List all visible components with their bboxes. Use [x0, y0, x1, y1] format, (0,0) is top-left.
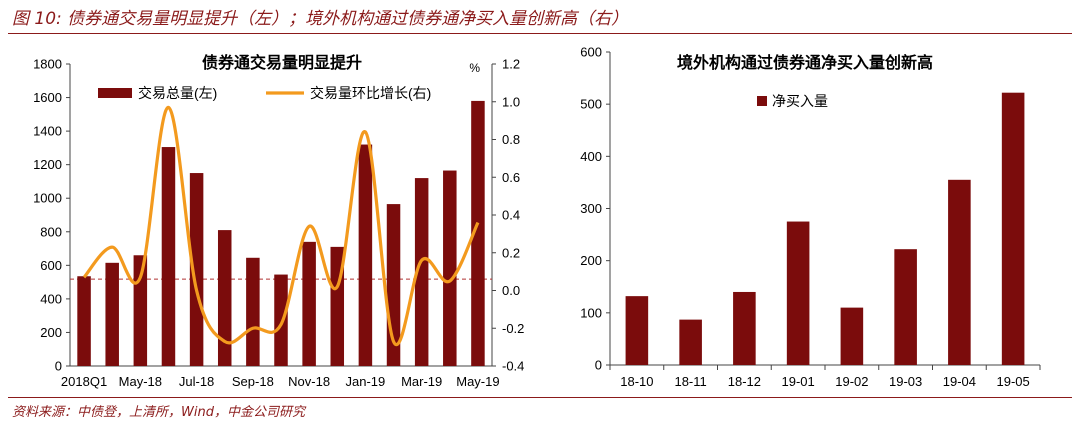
left-y-tick-label: 1800: [33, 57, 62, 72]
left-y-tick-label: 1600: [33, 90, 62, 105]
right-chart-y-tick-label: 0: [595, 358, 602, 373]
right-chart-y-tick-label: 200: [580, 253, 602, 268]
bar-trade-volume: [274, 274, 288, 366]
right-chart-x-tick-label: 19-04: [943, 374, 976, 389]
right-chart-y-tick-label: 100: [580, 305, 602, 320]
right-legend-swatch: [757, 96, 767, 106]
right-y-tick-label: 1.0: [502, 94, 520, 109]
right-chart-y-tick-label: 600: [580, 45, 602, 60]
bar-net-purchase: [625, 296, 649, 365]
bar-net-purchase: [948, 179, 971, 365]
bar-net-purchase: [894, 249, 917, 365]
x-tick-label: Mar-19: [401, 374, 442, 389]
bar-trade-volume: [189, 173, 204, 366]
left-y-tick-label: 1400: [33, 124, 62, 139]
bar-trade-volume: [217, 230, 232, 366]
right-chart-x-tick-label: 19-03: [889, 374, 922, 389]
bar-net-purchase: [679, 319, 702, 365]
bar-trade-volume: [105, 262, 119, 366]
x-tick-label: May-19: [456, 374, 499, 389]
right-y-tick-label: 0.4: [502, 208, 520, 223]
x-tick-label: Nov-18: [288, 374, 330, 389]
source-note: 资料来源：中债登，上清所，Wind，中金公司研究: [12, 405, 305, 420]
left-y-tick-label: 600: [40, 258, 62, 273]
right-y-tick-label: -0.4: [502, 359, 524, 374]
x-tick-label: Jul-18: [179, 374, 214, 389]
bar-trade-volume: [358, 144, 373, 366]
right-y-tick-label: 0.8: [502, 132, 520, 147]
bar-trade-volume: [246, 257, 260, 366]
bar-net-purchase: [840, 307, 864, 365]
bar-trade-volume: [471, 100, 485, 367]
right-chart-x-tick-label: 19-01: [782, 374, 815, 389]
x-tick-label: Sep-18: [232, 374, 274, 389]
right-chart-x-tick-label: 18-11: [674, 374, 706, 389]
right-legend-label: 净买入量: [772, 93, 828, 109]
right-y-tick-label: 1.2: [502, 57, 520, 72]
right-chart-y-tick-label: 400: [580, 149, 602, 164]
bar-net-purchase: [733, 291, 756, 365]
bar-trade-volume: [77, 276, 91, 366]
legend-swatch-bar: [98, 88, 132, 98]
bar-trade-volume: [414, 178, 429, 366]
right-chart-x-tick-label: 19-02: [835, 374, 868, 389]
left-y-tick-label: 200: [40, 325, 62, 340]
bar-trade-volume: [443, 170, 457, 366]
right-chart-x-tick-label: 18-12: [728, 374, 761, 389]
left-y-tick-label: 1000: [33, 191, 62, 206]
right-chart-y-tick-label: 300: [580, 201, 602, 216]
bar-net-purchase: [1001, 92, 1025, 365]
right-axis-unit: %: [469, 61, 480, 75]
legend-label-line: 交易量环比增长(右): [310, 85, 431, 101]
right-chart-x-tick-label: 18-10: [620, 374, 653, 389]
bottom-rule: [8, 397, 1072, 398]
right-y-tick-label: 0.0: [502, 283, 520, 298]
bar-trade-volume: [302, 241, 316, 366]
legend-label-bar: 交易总量(左): [138, 85, 217, 101]
top-rule: [8, 33, 1072, 34]
x-tick-label: Jan-19: [346, 374, 386, 389]
right-y-tick-label: -0.2: [502, 321, 524, 336]
right-chart-title: 境外机构通过债券通净买入量创新高: [677, 53, 933, 72]
right-chart-y-tick-label: 500: [580, 97, 602, 112]
right-y-tick-label: 0.2: [502, 245, 520, 260]
left-y-tick-label: 0: [55, 359, 62, 374]
bar-net-purchase: [786, 221, 810, 365]
bar-trade-volume: [161, 147, 176, 366]
left-y-tick-label: 800: [40, 224, 62, 239]
x-tick-label: May-18: [119, 374, 162, 389]
left-y-tick-label: 1200: [33, 157, 62, 172]
figure-title: 图 10: 债券通交易量明显提升（左）；境外机构通过债券通净买入量创新高（右）: [12, 9, 629, 29]
right-chart-x-tick-label: 19-05: [997, 374, 1030, 389]
x-tick-label: 2018Q1: [61, 374, 107, 389]
line-growth: [82, 105, 480, 347]
left-y-tick-label: 400: [40, 291, 62, 306]
chart-title: 债券通交易量明显提升: [202, 53, 362, 72]
right-y-tick-label: 0.6: [502, 170, 520, 185]
